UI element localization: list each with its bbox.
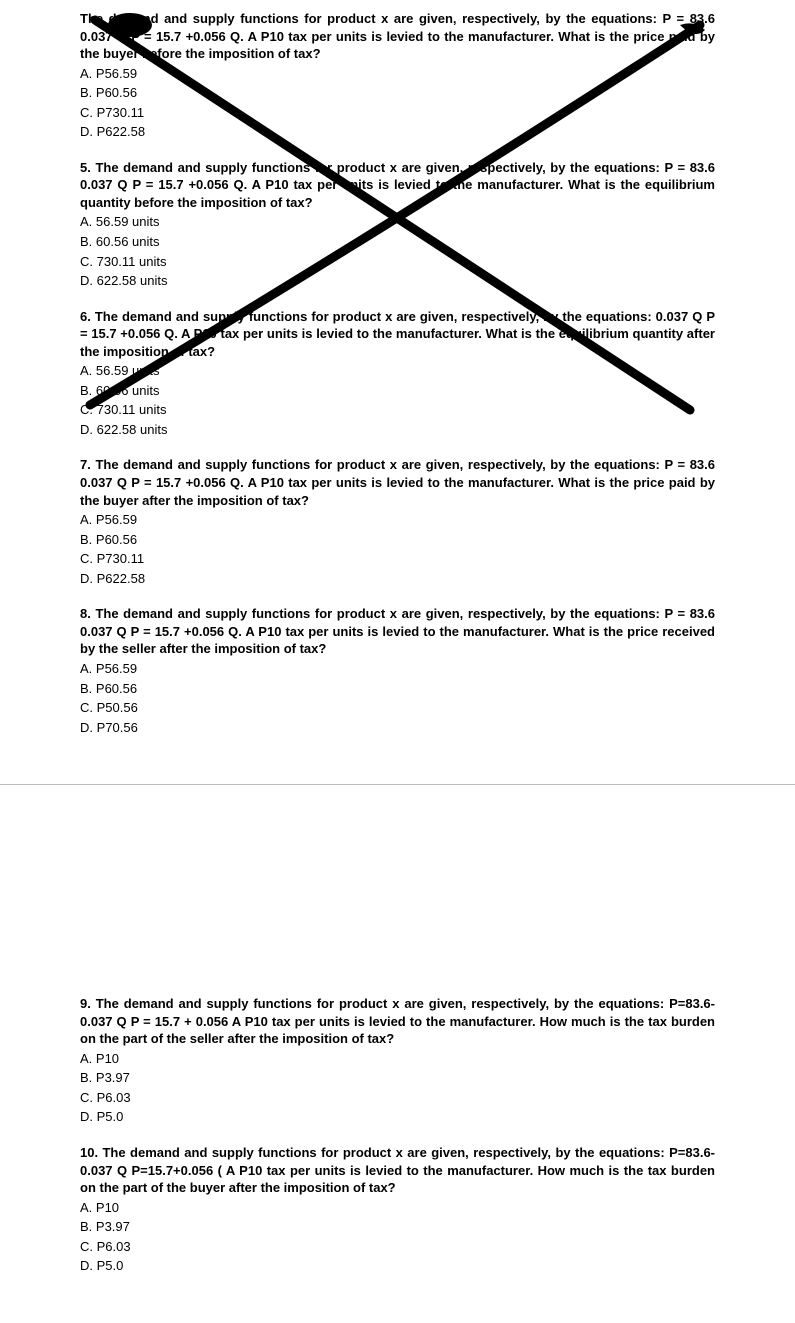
question-9-option-b: B. P3.97	[80, 1069, 715, 1087]
lower-page-section: 9. The demand and supply functions for p…	[0, 785, 795, 1323]
upper-page-section: The demand and supply functions for prod…	[0, 0, 795, 784]
question-9-option-c: C. P6.03	[80, 1089, 715, 1107]
question-10: 10. The demand and supply functions for …	[80, 1144, 715, 1275]
question-8-text: 8. The demand and supply functions for p…	[80, 605, 715, 658]
question-7-text: 7. The demand and supply functions for p…	[80, 456, 715, 509]
question-4-option-b: B. P60.56	[80, 84, 715, 102]
question-6-option-b: B. 60.56 units	[80, 382, 715, 400]
question-4: The demand and supply functions for prod…	[80, 10, 715, 141]
question-10-option-b: B. P3.97	[80, 1218, 715, 1236]
question-5-option-b: B. 60.56 units	[80, 233, 715, 251]
question-5-option-c: C. 730.11 units	[80, 253, 715, 271]
question-8-option-d: D. P70.56	[80, 719, 715, 737]
question-4-text: The demand and supply functions for prod…	[80, 10, 715, 63]
question-4-option-a: A. P56.59	[80, 65, 715, 83]
question-6: 6. The demand and supply functions for p…	[80, 308, 715, 439]
question-5-option-d: D. 622.58 units	[80, 272, 715, 290]
question-4-option-c: C. P730.11	[80, 104, 715, 122]
question-5-text: 5. The demand and supply functions for p…	[80, 159, 715, 212]
question-8-option-b: B. P60.56	[80, 680, 715, 698]
question-7-option-d: D. P622.58	[80, 570, 715, 588]
question-6-option-c: C. 730.11 units	[80, 401, 715, 419]
question-7-option-a: A. P56.59	[80, 511, 715, 529]
question-5-option-a: A. 56.59 units	[80, 213, 715, 231]
question-7: 7. The demand and supply functions for p…	[80, 456, 715, 587]
question-6-option-d: D. 622.58 units	[80, 421, 715, 439]
question-10-option-c: C. P6.03	[80, 1238, 715, 1256]
page-gap	[80, 795, 715, 995]
question-8-option-a: A. P56.59	[80, 660, 715, 678]
question-7-option-b: B. P60.56	[80, 531, 715, 549]
question-9-text: 9. The demand and supply functions for p…	[80, 995, 715, 1048]
question-7-option-c: C. P730.11	[80, 550, 715, 568]
question-9: 9. The demand and supply functions for p…	[80, 995, 715, 1126]
question-6-text: 6. The demand and supply functions for p…	[80, 308, 715, 361]
question-8-option-c: C. P50.56	[80, 699, 715, 717]
question-10-option-a: A. P10	[80, 1199, 715, 1217]
question-6-option-a: A. 56.59 units	[80, 362, 715, 380]
question-10-text: 10. The demand and supply functions for …	[80, 1144, 715, 1197]
question-8: 8. The demand and supply functions for p…	[80, 605, 715, 736]
question-4-option-d: D. P622.58	[80, 123, 715, 141]
question-10-option-d: D. P5.0	[80, 1257, 715, 1275]
question-9-option-a: A. P10	[80, 1050, 715, 1068]
question-5: 5. The demand and supply functions for p…	[80, 159, 715, 290]
question-9-option-d: D. P5.0	[80, 1108, 715, 1126]
